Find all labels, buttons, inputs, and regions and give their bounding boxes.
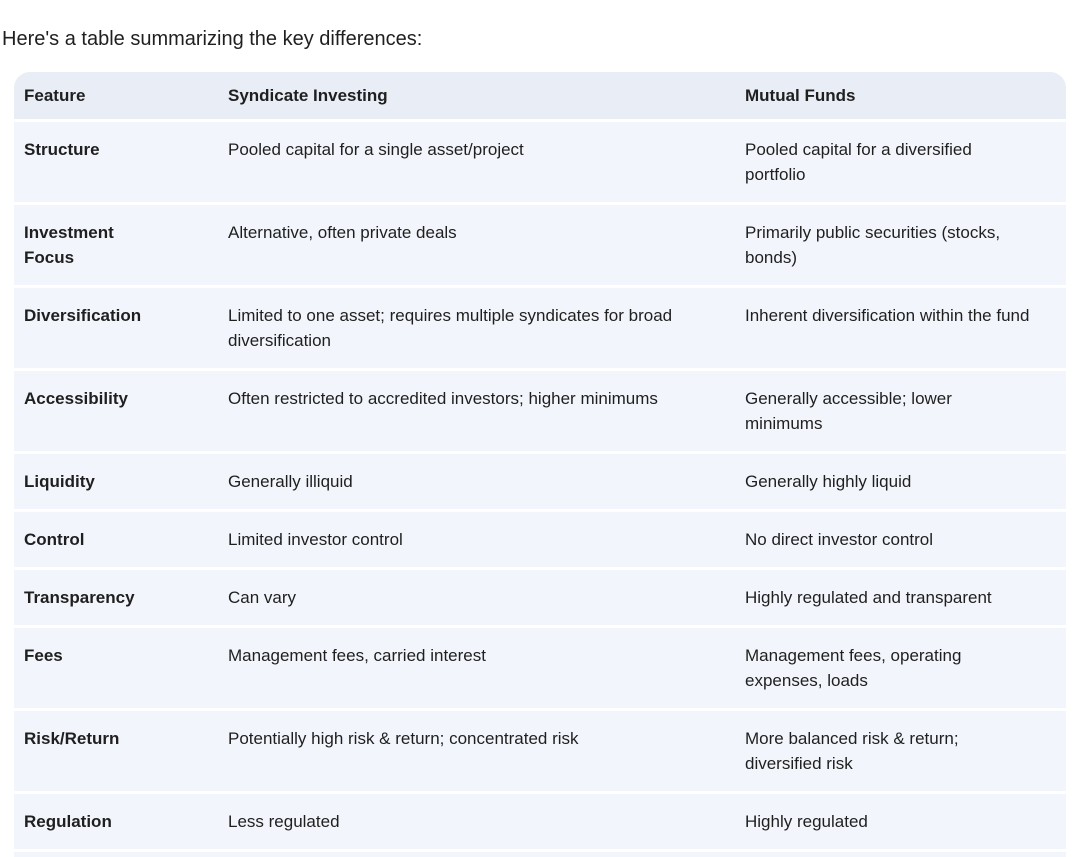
table-row-control: Control Limited investor control No dire… xyxy=(14,512,1066,567)
feature-cell: Accessibility xyxy=(24,389,128,408)
feature-cell: Diversification xyxy=(24,306,142,325)
table-row-risk-return: Risk/Return Potentially high risk & retu… xyxy=(14,711,1066,791)
table-row-accessibility: Accessibility Often restricted to accred… xyxy=(14,371,1066,451)
mutual-cell: Pooled capital for a diversified portfol… xyxy=(745,140,972,184)
table-row-fees: Fees Management fees, carried interest M… xyxy=(14,628,1066,708)
comparison-table: Feature Syndicate Investing Mutual Funds… xyxy=(14,72,1066,857)
mutual-cell: No direct investor control xyxy=(745,530,934,549)
syndicate-cell: Management fees, carried interest xyxy=(228,646,486,665)
syndicate-cell: Alternative, often private deals xyxy=(228,223,457,242)
mutual-cell: Generally accessible; lower minimums xyxy=(745,389,952,433)
syndicate-cell: Pooled capital for a single asset/projec… xyxy=(228,140,524,159)
syndicate-cell: Can vary xyxy=(228,588,297,607)
mutual-cell: Management fees, operating expenses, loa… xyxy=(745,646,962,690)
syndicate-cell: Potentially high risk & return; concentr… xyxy=(228,729,579,748)
syndicate-cell: Often restricted to accredited investors… xyxy=(228,389,658,408)
table-row-structure: Structure Pooled capital for a single as… xyxy=(14,122,1066,202)
table-header-row: Feature Syndicate Investing Mutual Funds xyxy=(14,72,1066,119)
feature-cell: Structure xyxy=(24,140,100,159)
mutual-cell: Highly regulated xyxy=(745,812,868,831)
syndicate-cell: Generally illiquid xyxy=(228,472,353,491)
header-syndicate-investing: Syndicate Investing xyxy=(228,86,388,105)
feature-cell: Regulation xyxy=(24,812,112,831)
table-bottom-sliver xyxy=(14,852,1066,857)
table-row-liquidity: Liquidity Generally illiquid Generally h… xyxy=(14,454,1066,509)
table-row-regulation: Regulation Less regulated Highly regulat… xyxy=(14,794,1066,849)
syndicate-cell: Limited to one asset; requires multiple … xyxy=(228,306,673,350)
mutual-cell: Inherent diversification within the fund xyxy=(745,306,1030,325)
feature-cell: Liquidity xyxy=(24,472,95,491)
table-row-investment-focus: Investment Focus Alternative, often priv… xyxy=(14,205,1066,285)
mutual-cell: More balanced risk & return; diversified… xyxy=(745,729,959,773)
feature-cell: Fees xyxy=(24,646,63,665)
syndicate-cell: Limited investor control xyxy=(228,530,403,549)
feature-cell: Investment Focus xyxy=(24,223,114,267)
feature-cell: Control xyxy=(24,530,85,549)
table-row-transparency: Transparency Can vary Highly regulated a… xyxy=(14,570,1066,625)
syndicate-cell: Less regulated xyxy=(228,812,340,831)
intro-text: Here's a table summarizing the key diffe… xyxy=(2,28,423,50)
header-mutual-funds: Mutual Funds xyxy=(745,86,856,105)
feature-cell: Transparency xyxy=(24,588,135,607)
mutual-cell: Generally highly liquid xyxy=(745,472,912,491)
header-feature: Feature xyxy=(24,86,86,105)
feature-cell: Risk/Return xyxy=(24,729,120,748)
mutual-cell: Primarily public securities (stocks, bon… xyxy=(745,223,1001,267)
table-row-diversification: Diversification Limited to one asset; re… xyxy=(14,288,1066,368)
mutual-cell: Highly regulated and transparent xyxy=(745,588,992,607)
